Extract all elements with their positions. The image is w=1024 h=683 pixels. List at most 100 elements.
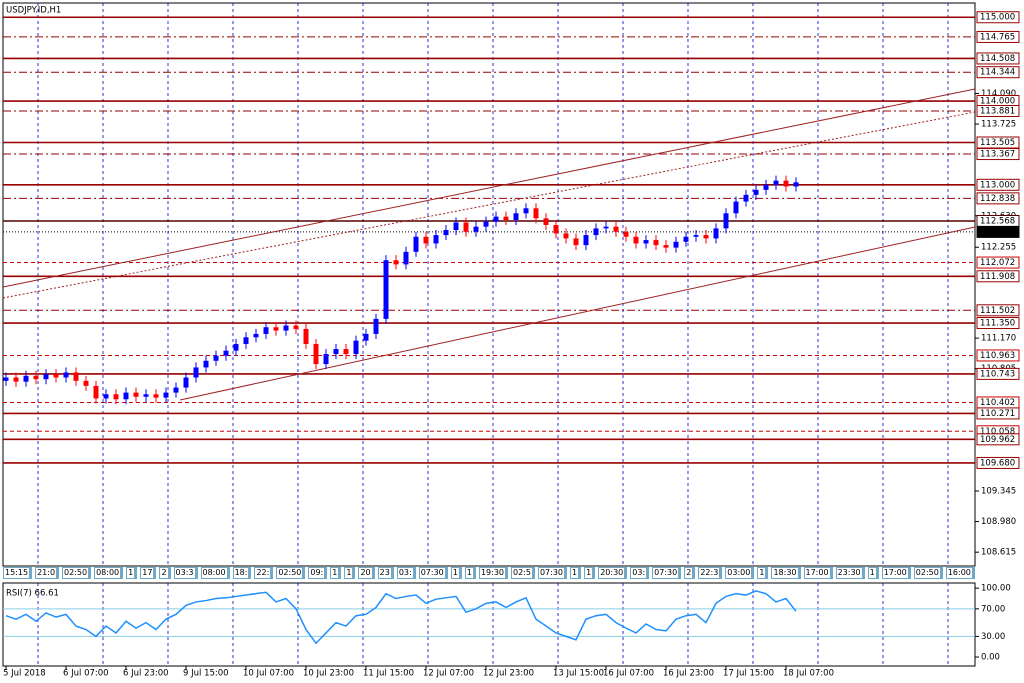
candle-body [463,222,469,232]
time-box: 03:00 [725,567,755,579]
time-box: 1 [330,567,342,579]
candle-body [573,238,579,246]
candle-body [33,375,39,380]
level-label-box [976,270,1020,283]
x-tick-label: 9 Jul 15:00 [183,669,229,679]
candle-body [763,184,769,190]
candle-body [503,216,509,220]
level-label-box [976,136,1020,149]
candle-body [643,240,649,244]
candle-body [193,367,199,378]
time-box: 1 [126,567,138,579]
candle-body [323,354,329,365]
y-tick-label: 108.615 [981,548,1016,558]
level-label: 110.271 [980,409,1015,419]
candle-body [683,236,689,242]
candle-body [273,327,279,331]
time-box: 09: [308,567,328,579]
candle-body [793,182,799,187]
time-box: 08:00 [94,567,124,579]
candle-body [373,318,379,334]
time-box: 2 [684,567,696,579]
candle-body [313,343,319,365]
time-strip: 15:15 21:0 02:50 08:00 1 17 2 03:3 08:00 18: 22: 02… [3,567,975,579]
x-tick-label: 17 Jul 15:00 [723,669,774,679]
x-tick-label: 18 Jul 07:00 [783,669,834,679]
candle-body [403,251,409,265]
level-label: 110.058 [980,427,1015,437]
candle-body [93,385,99,399]
chart-title: USDJPY.ID,H1 [6,6,61,16]
candle-body [703,235,709,239]
y-tick-label: 113.725 [981,120,1016,130]
candle-body [53,374,59,378]
time-box: 22:3 [698,567,723,579]
y-tick-label: 109.345 [981,487,1016,497]
time-box: 1 [570,567,582,579]
time-box: 03: [630,567,650,579]
level-label: 114.000 [980,97,1015,107]
time-box: 1 [450,567,462,579]
candle-body [103,394,109,399]
candle-body [623,231,629,237]
candle-body [583,235,589,246]
candle-body [423,236,429,244]
time-box: 1 [344,567,356,579]
trend-line [179,226,976,401]
level-label: 112.568 [980,216,1015,226]
candle-body [613,226,619,232]
time-box: 02:5 [511,567,535,579]
axes: 114.090113.725112.630112.255111.170110.8… [3,11,1020,679]
x-tick-label: 6 Jul 23:00 [123,669,169,679]
candle-body [563,233,569,239]
level-label-box [976,104,1020,117]
candle-body [733,201,739,214]
candle-body [293,325,299,329]
candle-body [553,225,559,234]
level-label: 110.402 [980,398,1015,408]
candle-body [363,333,369,341]
x-tick-label: 16 Jul 07:00 [603,669,654,679]
level-label-box [976,433,1020,446]
time-box: 15:15 [3,567,33,579]
x-tick-label: 13 Jul 15:00 [553,669,604,679]
x-tick-label: 10 Jul 07:00 [243,669,294,679]
level-label: 113.881 [980,106,1015,116]
candle-body [533,208,539,219]
x-tick-label: 16 Jul 23:00 [663,669,714,679]
level-label-box [976,367,1020,380]
grid [37,3,949,666]
rsi-tick-label: 30.00 [981,632,1005,642]
candle-body [113,394,119,400]
time-box: 18: [232,567,252,579]
candle-body [383,260,389,319]
candle-body [523,208,529,214]
candle-body [213,355,219,361]
level-label-box [976,66,1020,79]
time-box: 22: [254,567,274,579]
candle-body [653,240,659,246]
level-label: 112.438 [980,227,1015,237]
candle-body [333,349,339,355]
candle-body [663,245,669,248]
level-label: 113.505 [980,138,1015,148]
candle-body [693,235,699,237]
x-tick-label: 10 Jul 23:00 [303,669,354,679]
x-tick-label: 12 Jul 07:00 [423,669,474,679]
rsi-panel [2,582,976,667]
candle-body [673,241,679,248]
y-tick-label: 112.255 [981,243,1016,253]
time-box: 16:00 [945,567,975,579]
candle-body [223,350,229,356]
candle-body [183,377,189,388]
x-tick-label: 6 Jul 07:00 [63,669,109,679]
level-label-box [976,192,1020,205]
level-label-box [976,225,1020,238]
x-tick-label: 12 Jul 23:00 [483,669,534,679]
time-box: 1 [867,567,879,579]
level-label-box [976,52,1020,65]
candle-body [443,230,449,236]
x-tick-label: 5 Jul 2018 [3,669,46,679]
level-label: 115.000 [980,13,1015,23]
